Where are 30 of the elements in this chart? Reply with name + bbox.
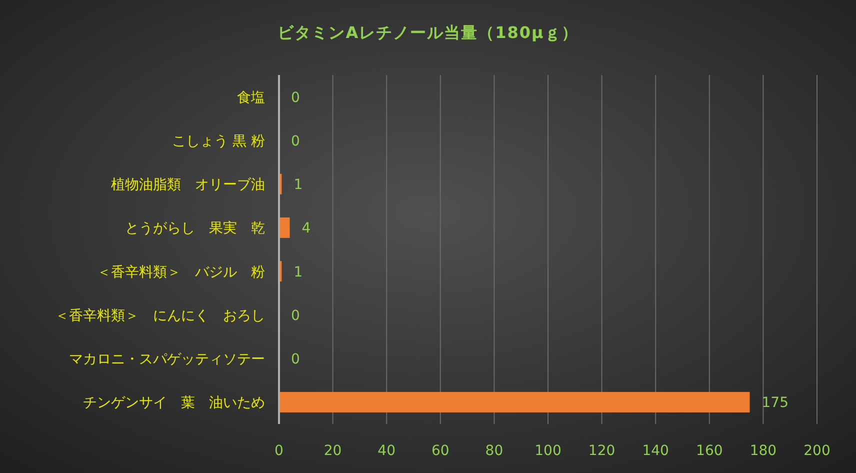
- y-tick-label: 植物油脂類 オリーブ油: [111, 177, 265, 194]
- x-tick-label: 140: [642, 443, 669, 459]
- data-label: 4: [302, 220, 311, 237]
- data-label: 1: [294, 177, 303, 194]
- x-tick-label: 0: [274, 443, 284, 459]
- bar: [279, 392, 750, 412]
- data-label: 0: [291, 352, 300, 368]
- data-label: 0: [291, 133, 300, 150]
- y-tick-label: とうがらし 果実 乾: [125, 220, 265, 237]
- x-tick-label: 160: [696, 443, 723, 459]
- y-tick-label: こしょう 黒 粉: [172, 133, 265, 150]
- data-label: 1: [294, 264, 303, 280]
- x-tick-label: 60: [431, 443, 450, 459]
- y-tick-label: ＜香辛料類＞ バジル 粉: [97, 264, 265, 280]
- x-tick-label: 20: [324, 443, 342, 459]
- x-tick-label: 100: [534, 443, 562, 459]
- data-label: 0: [291, 90, 300, 106]
- y-tick-label: チンゲンサイ 葉 油いため: [83, 395, 265, 412]
- y-tick-label: ＜香辛料類＞ にんにく おろし: [55, 308, 265, 324]
- y-tick-label: マカロニ・スパゲッティソテー: [69, 352, 265, 368]
- bar: [279, 217, 290, 238]
- x-tick-label: 180: [750, 443, 777, 459]
- x-tick-label: 120: [588, 443, 616, 459]
- data-label: 175: [762, 395, 788, 412]
- x-tick-label: 80: [485, 443, 504, 459]
- chart-title: ビタミンAレチノール当量（180μｇ）: [278, 23, 578, 42]
- x-tick-label: 200: [804, 443, 830, 459]
- data-label: 0: [291, 308, 300, 324]
- y-tick-label: 食塩: [237, 90, 265, 106]
- x-tick-label: 40: [378, 443, 396, 459]
